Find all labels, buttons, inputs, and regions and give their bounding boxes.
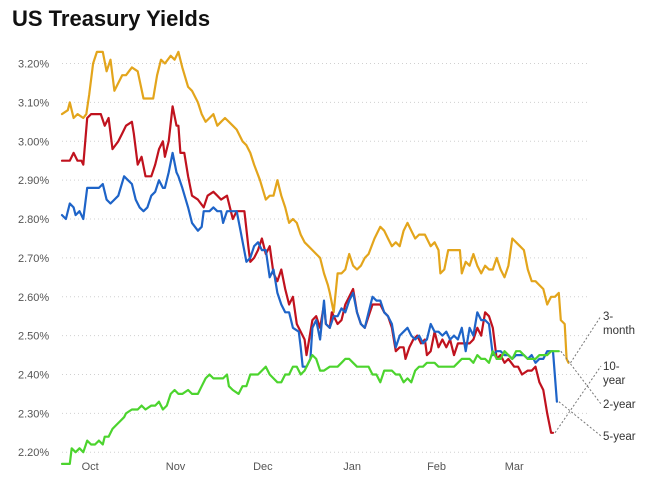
series-line-10-year xyxy=(60,105,555,434)
label-leader-line xyxy=(560,350,602,405)
x-tick-label: Jan xyxy=(343,461,361,473)
y-tick-label: 2.70% xyxy=(18,253,49,265)
y-tick-label: 2.30% xyxy=(18,408,49,420)
label-leader-line xyxy=(558,401,602,437)
series-end-label: 5-year xyxy=(603,431,636,443)
y-tick-label: 3.10% xyxy=(18,97,49,109)
series-line-3-month xyxy=(60,50,570,364)
series-end-label: 2-year xyxy=(603,399,636,411)
series-end-labels: 3-month 10-year 5-year 2-year xyxy=(554,311,636,443)
x-tick-label: Oct xyxy=(82,461,99,473)
x-tick-label: Mar xyxy=(505,461,524,473)
x-axis-tick-labels: Oct Nov Dec Jan Feb Mar xyxy=(82,461,524,473)
y-tick-label: 2.40% xyxy=(18,369,49,381)
y-tick-label: 2.80% xyxy=(18,214,49,226)
series-lines xyxy=(60,50,570,465)
y-tick-label: 2.50% xyxy=(18,331,49,343)
series-line-5-year xyxy=(60,151,558,403)
x-tick-label: Nov xyxy=(166,461,186,473)
label-leader-line xyxy=(554,365,602,434)
x-tick-label: Feb xyxy=(427,461,446,473)
series-end-label: 10-year xyxy=(603,361,626,387)
y-tick-label: 2.90% xyxy=(18,175,49,187)
y-tick-label: 2.60% xyxy=(18,292,49,304)
x-tick-label: Dec xyxy=(253,461,273,473)
grid-lines xyxy=(62,63,590,453)
y-tick-label: 3.20% xyxy=(18,59,49,71)
y-tick-label: 2.20% xyxy=(18,447,49,459)
label-leader-line xyxy=(570,315,602,364)
series-end-label: 3-month xyxy=(603,311,635,337)
chart-title: US Treasury Yields xyxy=(12,6,211,31)
y-axis-tick-labels: 2.20% 2.30% 2.40% 2.50% 2.60% 2.70% 2.80% 2.90%… xyxy=(18,59,49,460)
y-tick-label: 3.00% xyxy=(18,136,49,148)
series-line-2-year xyxy=(60,350,560,465)
